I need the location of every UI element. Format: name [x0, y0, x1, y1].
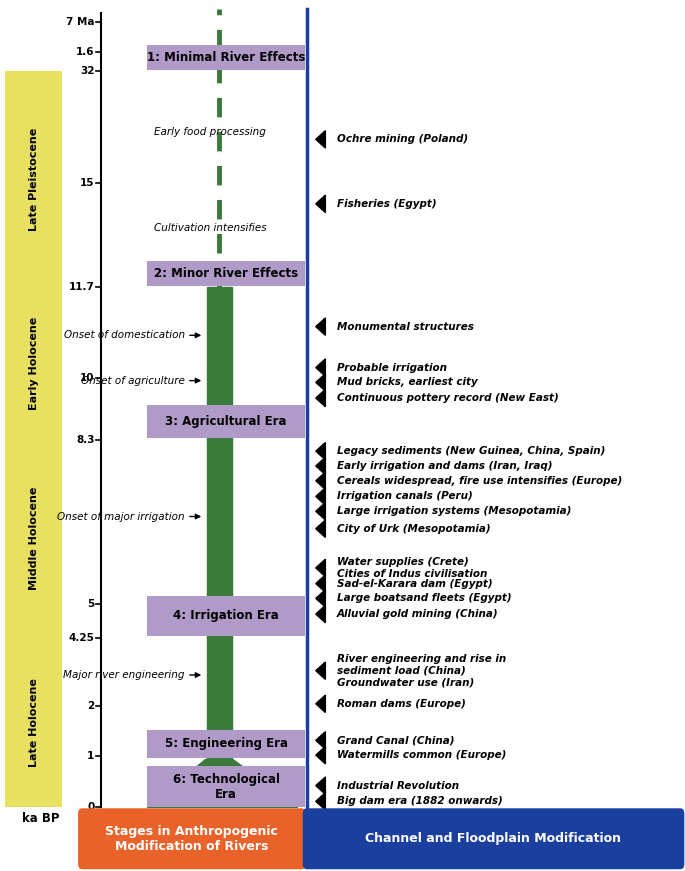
Bar — [147, 261, 305, 286]
Polygon shape — [316, 503, 325, 520]
Text: 2: Minor River Effects: 2: Minor River Effects — [154, 267, 298, 280]
Text: Alluvial gold mining (China): Alluvial gold mining (China) — [337, 609, 499, 619]
Text: Legacy sediments (New Guinea, China, Spain): Legacy sediments (New Guinea, China, Spa… — [337, 446, 606, 456]
Text: Sad-el-Karara dam (Egypt): Sad-el-Karara dam (Egypt) — [337, 578, 493, 589]
Text: Industrial Revolution: Industrial Revolution — [337, 780, 459, 791]
Polygon shape — [316, 359, 325, 376]
Polygon shape — [316, 777, 325, 794]
Text: Water supplies (Crete)
Cities of Indus civilisation: Water supplies (Crete) Cities of Indus c… — [337, 557, 488, 578]
Text: 5: 5 — [87, 598, 95, 609]
Polygon shape — [316, 318, 325, 335]
Polygon shape — [316, 488, 325, 505]
Text: Early Holocene: Early Holocene — [29, 317, 38, 410]
Text: Probable irrigation: Probable irrigation — [337, 362, 447, 373]
Polygon shape — [316, 746, 325, 764]
Bar — [5, 638, 62, 807]
Bar — [147, 596, 305, 636]
Text: 10: 10 — [80, 373, 95, 383]
Polygon shape — [316, 195, 325, 213]
Text: 3: Agricultural Era: 3: Agricultural Era — [165, 415, 287, 428]
Polygon shape — [316, 732, 325, 749]
Text: Grand Canal (China): Grand Canal (China) — [337, 735, 455, 746]
Polygon shape — [316, 605, 325, 623]
Text: Watermills common (Europe): Watermills common (Europe) — [337, 750, 506, 760]
Text: Fisheries (Egypt): Fisheries (Egypt) — [337, 199, 436, 209]
Polygon shape — [316, 695, 325, 712]
Text: Roman dams (Europe): Roman dams (Europe) — [337, 699, 466, 709]
Text: 15: 15 — [80, 178, 95, 188]
Text: Early irrigation and dams (Iran, Iraq): Early irrigation and dams (Iran, Iraq) — [337, 461, 553, 471]
Text: City of Urk (Mesopotamia): City of Urk (Mesopotamia) — [337, 523, 490, 534]
Polygon shape — [147, 760, 298, 807]
Bar — [147, 45, 305, 70]
Bar — [147, 405, 305, 438]
Bar — [5, 71, 62, 287]
Text: Late Pleistocene: Late Pleistocene — [29, 128, 38, 231]
Text: 1: 1 — [87, 751, 95, 761]
Polygon shape — [316, 472, 325, 490]
Polygon shape — [316, 442, 325, 460]
Text: 8.3: 8.3 — [76, 435, 95, 445]
Text: Early food processing: Early food processing — [154, 127, 266, 138]
Text: Irrigation canals (Peru): Irrigation canals (Peru) — [337, 491, 473, 502]
Text: Ochre mining (Poland): Ochre mining (Poland) — [337, 134, 468, 145]
Text: 7 Ma: 7 Ma — [66, 17, 95, 27]
Text: Onset of domestication: Onset of domestication — [64, 330, 185, 341]
Text: 0: 0 — [87, 802, 95, 813]
Polygon shape — [316, 662, 325, 679]
Text: Channel and Floodplain Modification: Channel and Floodplain Modification — [365, 833, 621, 845]
Text: 1.6: 1.6 — [76, 47, 95, 57]
Text: Cereals widespread, fire use intensifies (Europe): Cereals widespread, fire use intensifies… — [337, 476, 622, 486]
Text: 4: Irrigation Era: 4: Irrigation Era — [173, 610, 279, 622]
FancyBboxPatch shape — [303, 808, 684, 869]
Text: Major river engineering: Major river engineering — [64, 670, 185, 680]
Polygon shape — [316, 575, 325, 592]
Text: Cultivation intensifies: Cultivation intensifies — [154, 223, 266, 233]
Bar — [5, 287, 62, 440]
Text: 11.7: 11.7 — [68, 282, 95, 293]
Polygon shape — [316, 520, 325, 537]
Text: River engineering and rise in
sediment load (China)
Groundwater use (Iran): River engineering and rise in sediment l… — [337, 654, 506, 687]
Text: Large irrigation systems (Mesopotamia): Large irrigation systems (Mesopotamia) — [337, 506, 571, 517]
Polygon shape — [316, 590, 325, 607]
Polygon shape — [316, 374, 325, 391]
Bar — [147, 730, 305, 758]
Text: Late Holocene: Late Holocene — [29, 678, 38, 767]
Text: 6: Technological
Era: 6: Technological Era — [173, 773, 279, 801]
Text: Big dam era (1882 onwards): Big dam era (1882 onwards) — [337, 796, 503, 807]
FancyBboxPatch shape — [78, 808, 306, 869]
Text: Stages in Anthropogenic
Modification of Rivers: Stages in Anthropogenic Modification of … — [105, 825, 278, 853]
Text: Onset of major irrigation: Onset of major irrigation — [58, 511, 185, 522]
Text: 2: 2 — [87, 700, 95, 711]
Text: ka BP: ka BP — [23, 813, 60, 825]
Text: Middle Holocene: Middle Holocene — [29, 487, 38, 591]
Polygon shape — [207, 287, 232, 760]
Polygon shape — [316, 389, 325, 407]
Polygon shape — [316, 457, 325, 475]
Text: Onset of agriculture: Onset of agriculture — [81, 375, 185, 386]
Bar — [5, 440, 62, 638]
Polygon shape — [316, 559, 325, 577]
Bar — [147, 766, 305, 807]
Polygon shape — [316, 131, 325, 148]
Polygon shape — [316, 793, 325, 810]
Text: Continuous pottery record (New East): Continuous pottery record (New East) — [337, 393, 559, 403]
Text: Monumental structures: Monumental structures — [337, 321, 474, 332]
Text: 32: 32 — [80, 66, 95, 77]
Text: Mud bricks, earliest city: Mud bricks, earliest city — [337, 377, 477, 388]
Text: 4.25: 4.25 — [68, 632, 95, 643]
Text: 1: Minimal River Effects: 1: Minimal River Effects — [147, 51, 306, 64]
Text: 5: Engineering Era: 5: Engineering Era — [164, 738, 288, 750]
Text: Large boatsand fleets (Egypt): Large boatsand fleets (Egypt) — [337, 593, 512, 604]
